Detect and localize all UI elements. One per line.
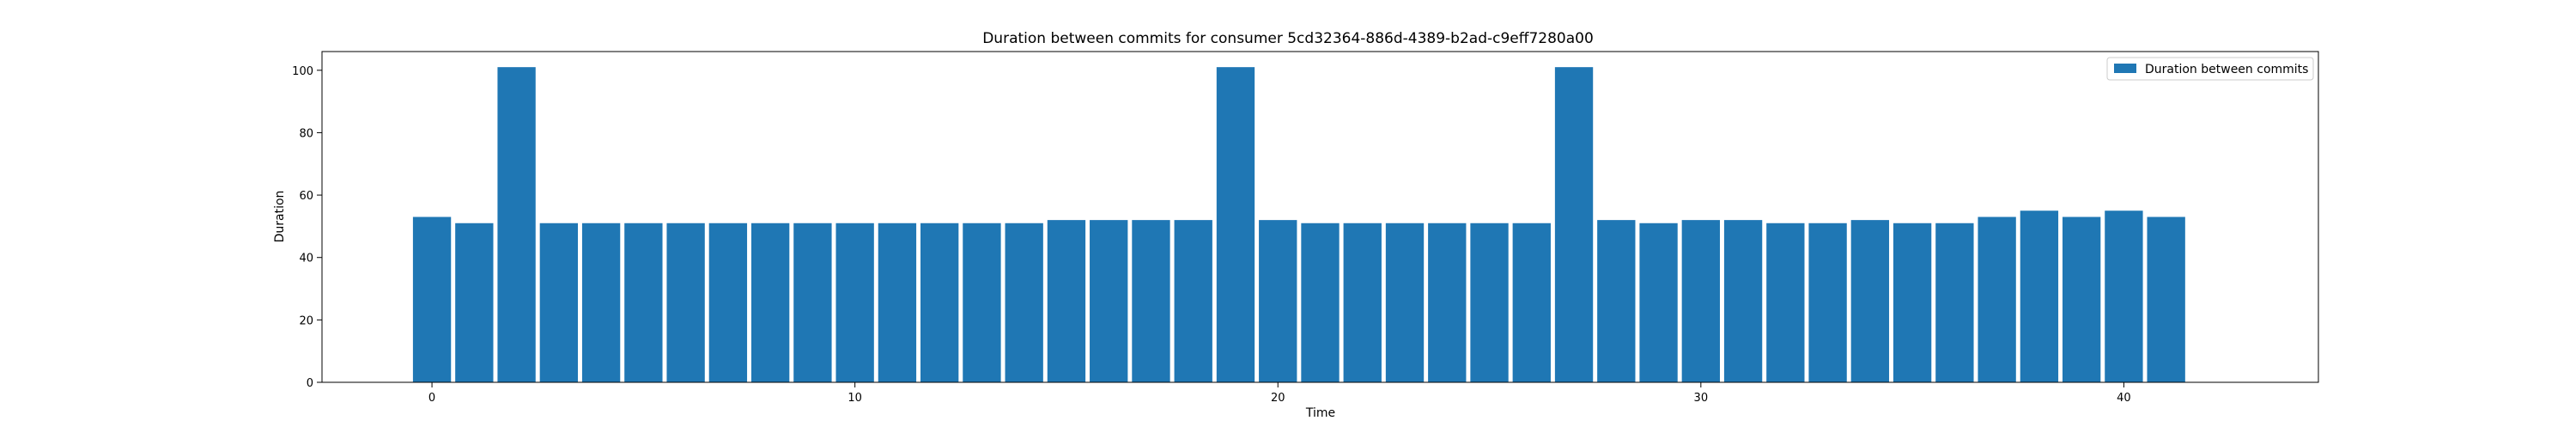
plot-frame (321, 51, 2319, 383)
bar-4 (581, 223, 621, 382)
x-tick-label-0: 0 (428, 392, 435, 405)
bar-27 (1554, 67, 1594, 382)
bar-13 (963, 223, 1001, 382)
bar-19 (1216, 67, 1255, 382)
y-tick-label-20: 20 (299, 314, 313, 327)
bar-3 (539, 223, 579, 382)
bar-0 (412, 216, 452, 382)
bar-41 (2147, 216, 2185, 382)
bar-10 (835, 223, 874, 382)
bar-18 (1174, 220, 1212, 382)
chart-title: Duration between commits for consumer 5c… (982, 30, 1594, 47)
legend-label: Duration between commits (2145, 63, 2308, 76)
bar-33 (1808, 223, 1847, 382)
bar-30 (1681, 220, 1720, 382)
bars-group (412, 67, 2185, 382)
bar-6 (666, 223, 705, 382)
bar-29 (1639, 223, 1678, 382)
bar-39 (2062, 216, 2101, 382)
bar-8 (750, 223, 790, 382)
bar-16 (1090, 220, 1128, 382)
x-axis-label: Time (1305, 406, 1335, 420)
x-tick-label-30: 30 (1694, 392, 1709, 405)
legend-swatch (2114, 64, 2136, 73)
y-tick-label-0: 0 (307, 377, 313, 390)
bar-36 (1935, 223, 1974, 382)
y-axis-label: Duration (273, 191, 287, 243)
bar-28 (1597, 220, 1636, 382)
bar-5 (624, 223, 663, 382)
bar-40 (2105, 210, 2143, 382)
bar-38 (2020, 210, 2059, 382)
bar-32 (1766, 223, 1805, 382)
bar-9 (793, 223, 832, 382)
bar-21 (1301, 223, 1340, 382)
bar-23 (1385, 223, 1425, 382)
bar-11 (878, 223, 917, 382)
x-axis: 0 10 20 30 40 (428, 382, 2131, 405)
bar-25 (1470, 223, 1509, 382)
y-tick-label-100: 100 (292, 65, 313, 78)
y-tick-label-80: 80 (299, 127, 313, 140)
bar-17 (1132, 220, 1170, 382)
y-tick-label-40: 40 (299, 253, 313, 265)
bar-12 (920, 223, 959, 382)
bar-22 (1343, 223, 1382, 382)
bar-37 (1978, 216, 2016, 382)
bar-26 (1512, 223, 1551, 382)
x-tick-label-40: 40 (2117, 392, 2131, 405)
bar-14 (1005, 223, 1043, 382)
legend-frame (2106, 57, 2314, 81)
bar-35 (1893, 223, 1932, 382)
x-tick-label-10: 10 (848, 392, 862, 405)
bar-20 (1259, 220, 1297, 382)
bar-34 (1850, 220, 1890, 382)
bar-7 (708, 223, 748, 382)
bar-24 (1428, 223, 1467, 382)
bar-31 (1723, 220, 1763, 382)
bar-1 (455, 223, 494, 382)
x-tick-label-20: 20 (1271, 392, 1285, 405)
plot-area (321, 51, 2319, 383)
bar-15 (1047, 220, 1086, 382)
legend: Duration between commits (2106, 57, 2314, 81)
bar-2 (497, 67, 536, 382)
y-tick-label-60: 60 (299, 190, 313, 203)
y-axis: 0 20 40 60 80 100 (292, 65, 322, 390)
